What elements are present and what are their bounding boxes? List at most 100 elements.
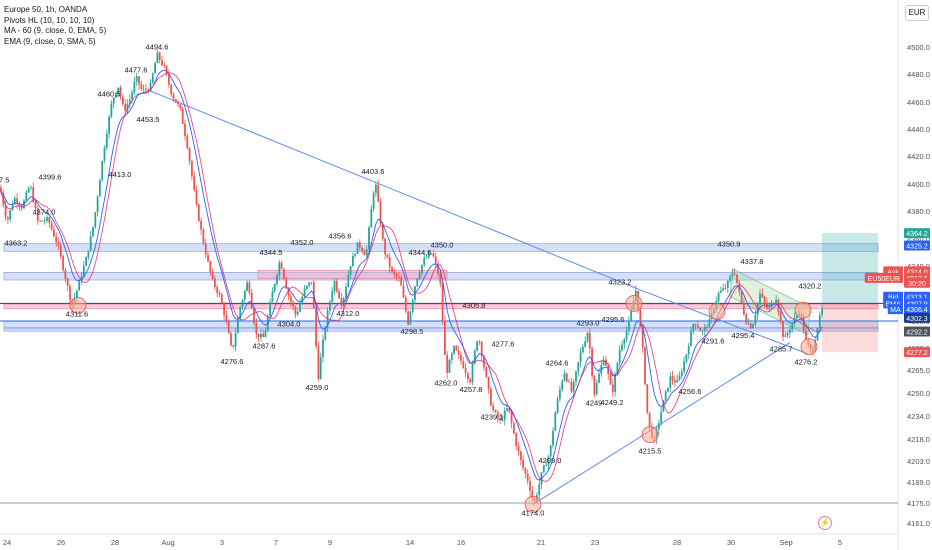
candle-body — [306, 285, 308, 289]
candle-body — [262, 333, 265, 338]
candle-body — [503, 410, 506, 420]
candle-body — [99, 179, 101, 197]
candle-body — [147, 89, 150, 92]
price-tag-bg — [887, 304, 903, 315]
candle-body — [490, 388, 492, 406]
candle-body — [161, 59, 163, 65]
candle-body — [112, 97, 115, 104]
pivot-label: 4295.4 — [732, 331, 755, 340]
candle-body — [354, 254, 357, 256]
candle-body — [338, 291, 340, 299]
candle-body — [717, 292, 720, 302]
candle-body — [308, 282, 311, 286]
lightning-icon[interactable]: ⚡ — [818, 516, 832, 530]
candle-body — [586, 332, 589, 342]
legend-ma: MA - 60 (9, close, 0, EMA, 5) — [4, 26, 107, 35]
y-tick-label: 4189.0 — [907, 478, 930, 487]
candle-body — [363, 251, 366, 256]
candle-body — [404, 297, 407, 312]
candle-body — [471, 363, 474, 383]
candle-body — [701, 330, 704, 332]
x-tick-label: Sep — [779, 538, 792, 547]
candle-body — [699, 327, 702, 331]
candle-body — [662, 400, 665, 412]
y-tick-label: 4500.0 — [907, 43, 930, 52]
zone-blue — [3, 243, 879, 252]
candle-body — [296, 311, 299, 315]
candle-body — [625, 330, 628, 340]
candle-body — [82, 265, 85, 277]
candle-body — [740, 291, 743, 303]
pivot-label: 4285.7 — [770, 344, 793, 353]
candle-body — [142, 88, 145, 90]
x-tick-label: 14 — [406, 538, 414, 547]
pivot-label: 4291.6 — [702, 336, 725, 345]
pivot-label: 4320.2 — [799, 282, 822, 291]
pivot-label: 4363.2 — [5, 239, 28, 248]
candle-body — [110, 103, 113, 117]
pivot-label: 4276.2 — [795, 358, 818, 367]
candle-body — [582, 346, 584, 353]
candle-body — [416, 278, 419, 287]
candle-body — [388, 257, 391, 268]
candle-body — [248, 282, 251, 293]
candle-body — [34, 201, 37, 209]
candle-body — [80, 276, 83, 281]
candle-body — [784, 335, 787, 337]
candle-body — [94, 212, 97, 227]
candle-body — [168, 74, 170, 85]
candle-body — [232, 345, 235, 347]
candle-body — [197, 204, 200, 222]
candle-body — [690, 331, 692, 346]
currency-button[interactable]: EUR — [905, 5, 929, 21]
candle-body — [660, 411, 662, 423]
candle-body — [395, 273, 398, 277]
candle-body — [793, 317, 796, 324]
price-axis-label-bg — [904, 304, 930, 315]
candle-body — [736, 274, 738, 284]
candle-body — [768, 307, 771, 309]
candle-body — [572, 381, 575, 392]
candle-body — [179, 104, 182, 109]
y-tick-label: 4250.0 — [907, 389, 930, 398]
candle-body — [611, 384, 614, 392]
candle-body — [243, 290, 246, 301]
price-axis-label-bg — [904, 312, 930, 323]
candle-body — [752, 324, 754, 329]
candle-body — [283, 268, 285, 279]
y-tick-label: 4218.0 — [907, 435, 930, 444]
candle-body — [257, 333, 260, 338]
pivot-label: 4264.6 — [546, 359, 569, 368]
pivot-label: 4305.8 — [463, 301, 486, 310]
candle-body — [782, 321, 784, 337]
candle-body — [289, 295, 292, 302]
candle-body — [151, 73, 154, 83]
candle-body — [749, 323, 752, 329]
ma-line — [0, 69, 823, 481]
candle-body — [547, 456, 550, 466]
candle-body — [48, 217, 51, 223]
zone-blue — [3, 327, 879, 332]
candle-body — [32, 187, 35, 202]
pivot-label: 4304.0 — [278, 320, 301, 329]
pivot-label: 4295.6 — [602, 315, 625, 324]
y-tick-label: 4175.0 — [907, 499, 930, 508]
candle-body — [287, 288, 290, 296]
position-target-area — [822, 233, 878, 304]
pivot-label: 4293.0 — [577, 318, 600, 327]
candle-body — [494, 410, 497, 412]
price-axis-label-bg — [904, 347, 930, 358]
candle-body — [156, 52, 159, 64]
candle-body — [485, 367, 488, 377]
x-tick-label: 9 — [328, 538, 332, 547]
candle-body — [87, 250, 90, 258]
x-tick-label: 5 — [838, 538, 842, 547]
candle-body — [195, 190, 198, 205]
candle-body — [664, 391, 667, 401]
y-tick-label: 4460.0 — [907, 98, 930, 107]
candle-body — [423, 257, 426, 265]
candle-body — [519, 451, 522, 460]
candle-body — [128, 99, 131, 105]
candle-body — [135, 76, 138, 82]
